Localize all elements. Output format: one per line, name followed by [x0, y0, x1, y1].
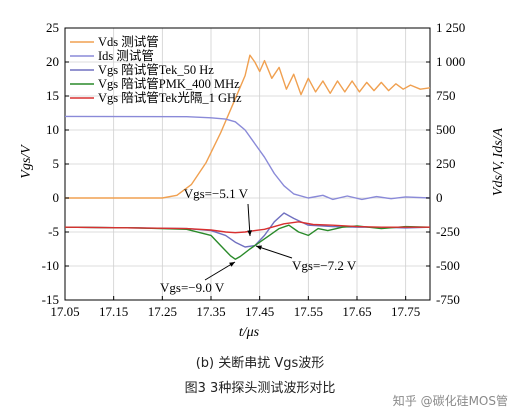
x-tick-label: 17.05 [50, 304, 79, 319]
y-left-tick-label: 15 [46, 88, 59, 103]
y-axis-right-title: Vds/V, Ids/A [491, 127, 506, 196]
x-tick-label: 17.15 [99, 304, 128, 319]
y-right-tick-label: 1 000 [436, 54, 465, 69]
legend-label-4: Vgs 陪试管PMK_400 MHz [98, 76, 240, 91]
annotation-label-2: Vgs=−7.2 V [292, 258, 357, 273]
series-line-3 [64, 212, 431, 248]
annotation-label-3: Vgs=−9.0 V [160, 280, 225, 295]
tick-layer: 17.05 17.15 17.25 17.35 17.45 17.55 17.65 17.75… [42, 20, 466, 319]
x-tick-label: 17.35 [196, 304, 225, 319]
annotation-arrowhead-1 [247, 230, 252, 236]
legend-label-2: Ids 测试管 [98, 48, 154, 63]
series-line-1 [65, 54, 431, 199]
y-right-tick-label: 250 [436, 156, 456, 171]
y-left-tick-label: 0 [53, 190, 60, 205]
annotation-arrowhead-2 [256, 245, 262, 250]
y-right-tick-label: 500 [436, 122, 456, 137]
y-axis-left-title: Vgs/V [19, 144, 34, 179]
y-left-tick-label: -15 [42, 292, 59, 307]
annotation-arrowhead-3 [229, 262, 235, 267]
legend-label-1: Vds 测试管 [98, 34, 159, 49]
series-line-2 [64, 115, 431, 201]
y-right-tick-label: -750 [436, 292, 460, 307]
y-right-tick-label: -250 [436, 224, 460, 239]
annotation-arrow-3 [204, 261, 236, 281]
x-tick-label: 17.45 [245, 304, 274, 319]
annotation-arrow-2 [255, 245, 293, 259]
annotation-label-1: Vgs=−5.1 V [184, 186, 249, 201]
y-right-tick-label: 0 [436, 190, 443, 205]
y-right-tick-label: -500 [436, 258, 460, 273]
x-tick-label: 17.55 [294, 304, 323, 319]
x-axis-title: t/μs [239, 325, 260, 340]
series-line-5 [64, 221, 430, 234]
figure-subcaption: (b) 关断串扰 Vgs波形 [195, 356, 325, 371]
series-layer [64, 54, 431, 260]
legend-label-3: Vgs 陪试管Tek_50 Hz [98, 62, 214, 77]
legend-label-5: Vgs 陪试管Tek光隔_1 GHz [98, 90, 242, 105]
y-left-tick-label: 5 [53, 156, 60, 171]
y-right-tick-label: 750 [436, 88, 456, 103]
series-line-4 [64, 224, 431, 260]
y-left-tick-label: 10 [46, 122, 59, 137]
x-tick-label: 17.75 [391, 304, 420, 319]
watermark: 知乎 @碳化硅MOS管 [392, 394, 508, 408]
x-tick-label: 17.25 [148, 304, 177, 319]
y-left-tick-label: 25 [46, 20, 59, 35]
x-tick-label: 17.65 [342, 304, 371, 319]
annotation-layer: Vgs=−5.1 V Vgs=−7.2 V Vgs=−9.0 V [160, 186, 357, 295]
figure-caption: 图3 3种探头测试波形对比 [184, 381, 336, 396]
y-left-tick-label: 20 [46, 54, 59, 69]
y-left-tick-label: -5 [48, 224, 59, 239]
y-left-tick-label: -10 [42, 258, 59, 273]
y-right-tick-label: 1 250 [436, 20, 465, 35]
